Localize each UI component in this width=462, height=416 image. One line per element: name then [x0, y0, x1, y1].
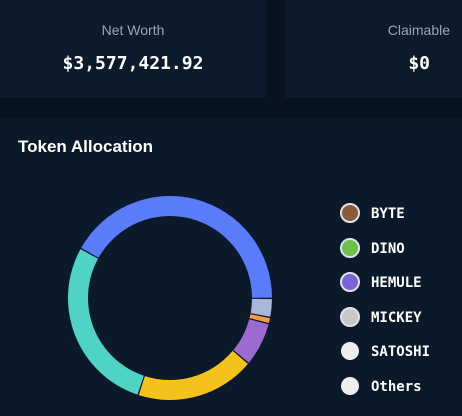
card-label: Net Worth [102, 22, 165, 38]
legend-label: BYTE [371, 206, 405, 222]
net-worth-card [0, 0, 266, 98]
claimable-card [285, 0, 462, 98]
token-icon [340, 238, 360, 258]
donut-segment [138, 350, 248, 400]
donut-segment [250, 298, 272, 317]
card-value: $0 [408, 53, 430, 74]
donut-segment [249, 314, 270, 324]
token-icon [340, 272, 360, 292]
legend-label: SATOSHI [371, 344, 430, 360]
legend-label: DINO [371, 241, 405, 257]
token-icon [340, 307, 360, 327]
token-icon [340, 203, 360, 223]
legend-icons [340, 203, 360, 395]
legend-label: Others [371, 379, 422, 395]
chart-title: Token Allocation [18, 137, 153, 156]
token-icon [341, 377, 359, 395]
card-value: $3,577,421.92 [63, 53, 204, 74]
legend-label: HEMULE [371, 275, 422, 291]
card-label: Claimable [388, 22, 450, 38]
token-icon [341, 342, 359, 360]
donut-segment [233, 319, 269, 363]
legend-label: MICKEY [371, 310, 422, 326]
donut-segment [81, 195, 272, 298]
donut-segment [68, 249, 144, 395]
